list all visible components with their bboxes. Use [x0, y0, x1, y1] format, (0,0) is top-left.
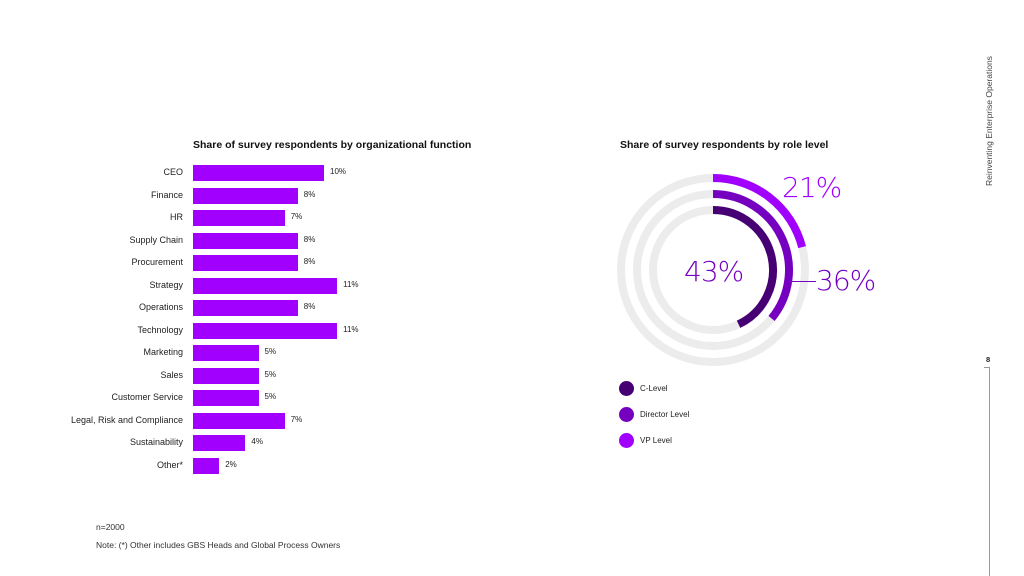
category-label: Marketing: [143, 347, 183, 357]
vp-level-percentage: 21%: [782, 171, 842, 204]
director-callout-line: [790, 281, 816, 282]
category-label: Sales: [160, 369, 183, 380]
bar-value-label: 11%: [343, 324, 359, 334]
c-level-swatch: [619, 381, 634, 396]
bar: [193, 187, 298, 204]
bar-value-label: 8%: [303, 234, 316, 244]
sample-size-note: n=2000: [96, 522, 125, 532]
ring-chart: [617, 174, 809, 366]
bar-value-label: 8%: [303, 302, 316, 311]
bar-value-label: 8%: [303, 189, 316, 199]
category-label: Legal, Risk and Compliance: [70, 414, 183, 425]
category-label: Customer Service: [111, 392, 183, 402]
director-level-swatch: [619, 407, 634, 422]
bar-value-label: 4%: [251, 437, 263, 446]
bar-value-label: 10%: [330, 167, 347, 176]
bar-chart-title: Share of survey respondents by organizat…: [193, 139, 472, 151]
bar: [193, 390, 259, 406]
bar: [193, 345, 259, 361]
bar: [193, 412, 285, 429]
bar: [193, 232, 298, 249]
category-label: Finance: [150, 189, 183, 200]
category-label: Technology: [137, 324, 183, 335]
legend-label: VP Level: [640, 436, 672, 445]
bar-value-label: 7%: [290, 414, 303, 424]
ring-arc-vp-level: [712, 174, 806, 249]
bar: [193, 165, 324, 181]
bar-value-label: 8%: [303, 257, 316, 266]
bar-value-label: 7%: [290, 212, 303, 221]
bar-value-label: 5%: [264, 392, 277, 401]
vp-level-swatch: [619, 433, 634, 448]
bar: [193, 210, 285, 226]
category-label: Procurement: [131, 257, 183, 267]
bar-value-label: 5%: [264, 369, 277, 379]
bar: [193, 277, 338, 294]
category-label: Supply Chain: [129, 234, 183, 245]
bar: [193, 435, 246, 451]
c-level-percentage: 43%: [684, 255, 744, 288]
ring-arc-c-level: [712, 206, 777, 328]
category-label: Other*: [156, 459, 183, 470]
ring-chart-title: Share of survey respondents by role leve…: [620, 139, 829, 151]
footnote-other: Note: (*) Other includes GBS Heads and G…: [96, 540, 341, 550]
legend: C-Level Director Level VP Level: [619, 381, 689, 448]
document-title: Reinventing Enterprise Operations: [984, 56, 994, 186]
bar-value-label: 5%: [264, 347, 277, 356]
bar-value-label: 2%: [225, 459, 237, 469]
director-level-percentage: 36%: [816, 264, 876, 297]
bar: [193, 255, 298, 271]
category-label: HR: [170, 212, 183, 222]
legend-item-c-level: C-Level: [619, 381, 689, 396]
page-marker-tick: [984, 367, 990, 368]
category-label: Operations: [138, 302, 183, 312]
legend-label: Director Level: [640, 410, 690, 419]
legend-item-director-level: Director Level: [619, 407, 689, 422]
legend-item-vp-level: VP Level: [619, 433, 689, 448]
legend-label: C-Level: [640, 384, 668, 393]
bar: [193, 367, 259, 384]
bar: [193, 300, 298, 316]
bar: [193, 457, 220, 474]
page-marker-line: [989, 367, 990, 576]
page-number: 8: [986, 355, 991, 364]
category-label: Sustainability: [129, 437, 183, 447]
bar-value-label: 11%: [343, 279, 359, 289]
ring-arc-director-level: [712, 190, 793, 321]
bar: [193, 322, 338, 339]
category-label: CEO: [163, 167, 183, 177]
category-label: Strategy: [149, 279, 183, 290]
